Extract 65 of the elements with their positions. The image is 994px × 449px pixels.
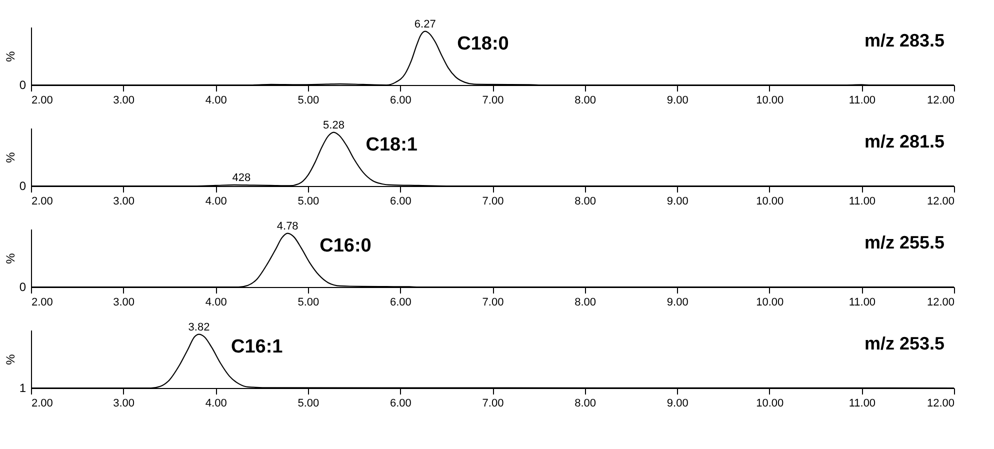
x-tick-label: 7.00 (482, 94, 504, 106)
x-tick-label: 9.00 (666, 196, 688, 208)
x-tick-label: 3.00 (113, 196, 135, 208)
x-tick-label: 10.00 (756, 296, 784, 308)
x-tick-label: 9.00 (666, 398, 688, 410)
x-tick-label: 3.00 (113, 94, 135, 106)
x-tick-label: 9.00 (666, 94, 688, 106)
x-tick-label: 3.00 (113, 296, 135, 308)
x-tick-label: 11.00 (848, 196, 876, 208)
x-tick-label: 12.00 (926, 196, 954, 208)
chart-title: m/z 281.5 (864, 131, 944, 152)
annotation: 3.82 (188, 321, 210, 334)
y-axis-title: % (4, 152, 18, 163)
annotation: 6.27 (414, 18, 436, 30)
x-tick-label: 12.00 (926, 94, 954, 106)
x-tick-label: 2.00 (32, 398, 53, 410)
x-tick-label: 11.00 (848, 296, 876, 308)
x-tick-label: 2.00 (32, 196, 53, 208)
chart-title: m/z 255.5 (864, 232, 944, 252)
series-label: C18:1 (366, 134, 418, 156)
text: 0 (19, 78, 26, 92)
x-tick-label: 6.00 (390, 196, 412, 208)
y-axis-title: % (4, 354, 18, 365)
x-tick-label: 6.00 (390, 94, 412, 106)
chart-title: m/z 253.5 (864, 333, 944, 354)
annotation: 4.78 (276, 220, 298, 232)
x-tick-label: 3.00 (113, 398, 135, 410)
x-tick-label: 7.00 (482, 196, 504, 208)
x-tick-label: 5.00 (298, 94, 320, 106)
x-tick-label: 4.00 (205, 196, 227, 208)
x-tick-label: 10.00 (756, 196, 784, 208)
x-tick-label: 8.00 (574, 94, 596, 106)
x-tick-label: 5.00 (298, 196, 320, 208)
x-tick-label: 6.00 (390, 398, 412, 410)
chart-title: m/z 283.5 (864, 30, 944, 50)
x-tick-label: 2.00 (32, 94, 53, 106)
x-tick-label: 12.00 (926, 398, 954, 410)
annotation: 428 (232, 172, 251, 184)
x-tick-label: 8.00 (574, 296, 596, 308)
annotation: 5.28 (323, 119, 344, 132)
x-tick-label: 7.00 (482, 398, 504, 410)
x-tick-label: 10.00 (756, 398, 784, 410)
y-axis-title: % (4, 50, 18, 62)
x-tick-label: 8.00 (574, 398, 596, 410)
text: 0 (19, 280, 26, 294)
series-label: C16:1 (230, 336, 284, 358)
series-label: C18:0 (457, 33, 509, 54)
x-tick-label: 5.00 (298, 296, 320, 308)
text: 1 (19, 381, 26, 395)
x-tick-label: 11.00 (848, 94, 876, 106)
x-tick-label: 4.00 (205, 398, 227, 410)
x-tick-label: 10.00 (756, 94, 784, 106)
series-label: C16:0 (320, 235, 372, 256)
x-tick-label: 5.00 (298, 398, 320, 410)
x-tick-label: 4.00 (205, 94, 227, 106)
x-tick-label: 7.00 (482, 296, 504, 308)
text: 0 (19, 179, 26, 193)
x-tick-label: 4.00 (205, 296, 227, 308)
y-axis-title: % (4, 252, 18, 264)
x-tick-label: 12.00 (926, 296, 954, 308)
x-tick-label: 6.00 (390, 296, 412, 308)
x-tick-label: 9.00 (666, 296, 688, 308)
x-tick-label: 11.00 (848, 398, 876, 410)
x-tick-label: 2.00 (32, 296, 53, 308)
x-tick-label: 8.00 (574, 196, 596, 208)
